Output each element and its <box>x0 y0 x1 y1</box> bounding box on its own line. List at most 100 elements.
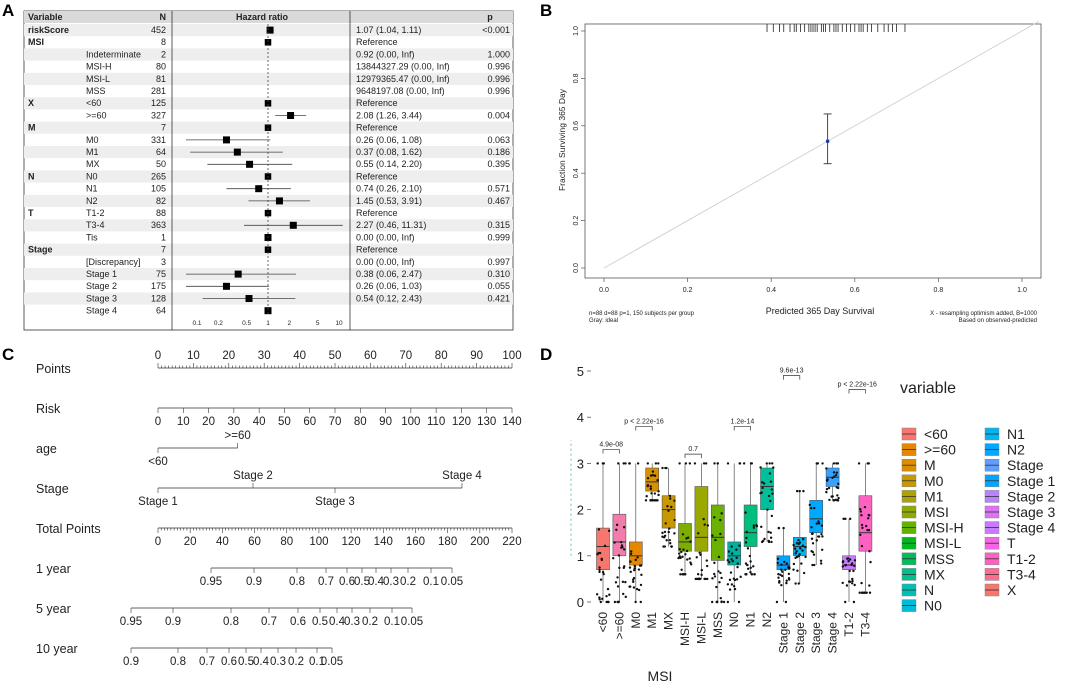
boxplot-point <box>636 462 640 465</box>
boxplot-point <box>787 576 791 580</box>
boxplot-point <box>628 462 631 465</box>
boxplot-point <box>632 586 636 589</box>
boxplot-legend-label: M0 <box>924 473 944 489</box>
forest-axis-tick: 0.5 <box>242 320 251 327</box>
boxplot-point <box>745 536 748 540</box>
calibration-note-right-2: Based on observed-predicted <box>959 318 1037 324</box>
boxplot-point <box>656 499 659 502</box>
boxplot-point <box>682 548 685 551</box>
boxplot-legend-label: N2 <box>1007 442 1025 458</box>
boxplot-point <box>733 587 737 591</box>
boxplot-point <box>769 480 773 483</box>
forest-pvalue: 1.000 <box>487 49 510 59</box>
boxplot-point <box>749 566 752 570</box>
boxplot-y-tick-label: 1 <box>577 549 584 564</box>
nomogram-tick-label: 40 <box>293 350 306 362</box>
nomogram-tick-label: 80 <box>435 350 448 362</box>
boxplot-point <box>780 568 783 571</box>
forest-variable: MSI <box>28 37 44 47</box>
forest-level: Tis <box>86 232 98 242</box>
boxplot-point <box>798 552 801 556</box>
boxplot-point <box>689 540 692 543</box>
boxplot-point <box>668 494 672 498</box>
boxplot-point <box>685 549 689 553</box>
boxplot-bracket <box>783 375 801 380</box>
boxplot-point <box>851 579 854 583</box>
boxplot-point <box>770 514 774 518</box>
boxplot-point <box>797 582 800 585</box>
boxplot-legend-label: Stage 2 <box>1007 488 1055 504</box>
calibration-ideal-line <box>603 21 1039 269</box>
boxplot-point <box>795 550 798 553</box>
boxplot-point <box>864 524 868 528</box>
boxplot-point <box>720 512 723 515</box>
boxplot-point <box>797 542 800 546</box>
boxplot-point <box>670 545 673 548</box>
boxplot-point <box>700 573 703 577</box>
boxplot-point <box>639 600 642 604</box>
boxplot-point <box>617 554 621 557</box>
boxplot-point <box>777 576 780 579</box>
boxplot-point <box>798 489 801 493</box>
boxplot-point <box>793 547 797 550</box>
boxplot-point <box>859 533 862 537</box>
boxplot-point <box>616 576 619 579</box>
forest-level: [Discrepancy] <box>86 257 141 267</box>
boxplot-point <box>825 490 828 494</box>
nomogram-row-label: Total Points <box>36 522 101 536</box>
boxplot-point <box>598 596 601 599</box>
boxplot-point <box>810 549 813 553</box>
boxplot-point <box>719 571 722 575</box>
boxplot-point <box>602 572 605 576</box>
boxplot-point <box>749 560 752 563</box>
boxplot-point <box>782 526 785 530</box>
boxplot-point <box>649 499 653 502</box>
boxplot-point <box>752 526 756 529</box>
nomogram-row-label: 1 year <box>36 562 71 576</box>
boxplot-point <box>735 556 738 560</box>
forest-n: 105 <box>151 184 166 194</box>
boxplot-x-tick-label: Stage 2 <box>793 612 807 654</box>
boxplot-point <box>799 547 802 550</box>
forest-header-hr: Hazard ratio <box>236 12 289 22</box>
boxplot-point <box>677 552 681 555</box>
boxplot-point <box>844 517 847 521</box>
boxplot-point <box>759 466 762 469</box>
calibration-y-tick-label: 0.4 <box>573 168 580 178</box>
boxplot-point <box>852 600 856 604</box>
nomogram-tick-label: 180 <box>438 536 457 548</box>
boxplot-x-tick-label: N0 <box>727 612 741 628</box>
boxplot-point <box>656 478 659 482</box>
boxplot-point <box>636 556 639 559</box>
boxplot-point <box>735 578 739 581</box>
nomogram-tick-label: 0.1 <box>309 656 325 668</box>
nomogram-tick-label: 100 <box>401 416 420 428</box>
boxplot-point <box>736 565 739 569</box>
boxplot-point <box>760 525 763 529</box>
boxplot-point <box>810 537 814 540</box>
boxplot-point <box>595 593 599 596</box>
boxplot-point <box>731 559 735 563</box>
nomogram-tick-label: 200 <box>470 536 489 548</box>
nomogram-row-label: Stage <box>36 482 69 496</box>
boxplot-point <box>837 496 840 500</box>
boxplot-point <box>696 573 700 576</box>
boxplot-point <box>728 588 732 591</box>
boxplot-point <box>868 584 871 587</box>
boxplot-point <box>649 474 653 477</box>
forest-axis-tick: 0.2 <box>214 320 223 327</box>
boxplot-legend-label: MSI-H <box>924 520 964 536</box>
forest-estimate: 0.00 (0.00, Inf) <box>356 257 415 267</box>
nomogram-tick-label: 0.8 <box>223 616 239 628</box>
boxplot-point <box>836 499 839 502</box>
boxplot-point <box>713 516 716 519</box>
nomogram-tick-label: 0.6 <box>290 616 306 628</box>
boxplot-point <box>730 558 733 561</box>
boxplot-box <box>710 504 725 561</box>
boxplot-point <box>795 489 799 493</box>
boxplot-point <box>755 523 758 527</box>
calibration-y-tick-label: 0.0 <box>573 263 580 273</box>
boxplot-point <box>815 539 818 542</box>
nomogram-tick-label: 0.95 <box>120 616 142 628</box>
boxplot-point <box>832 462 836 465</box>
